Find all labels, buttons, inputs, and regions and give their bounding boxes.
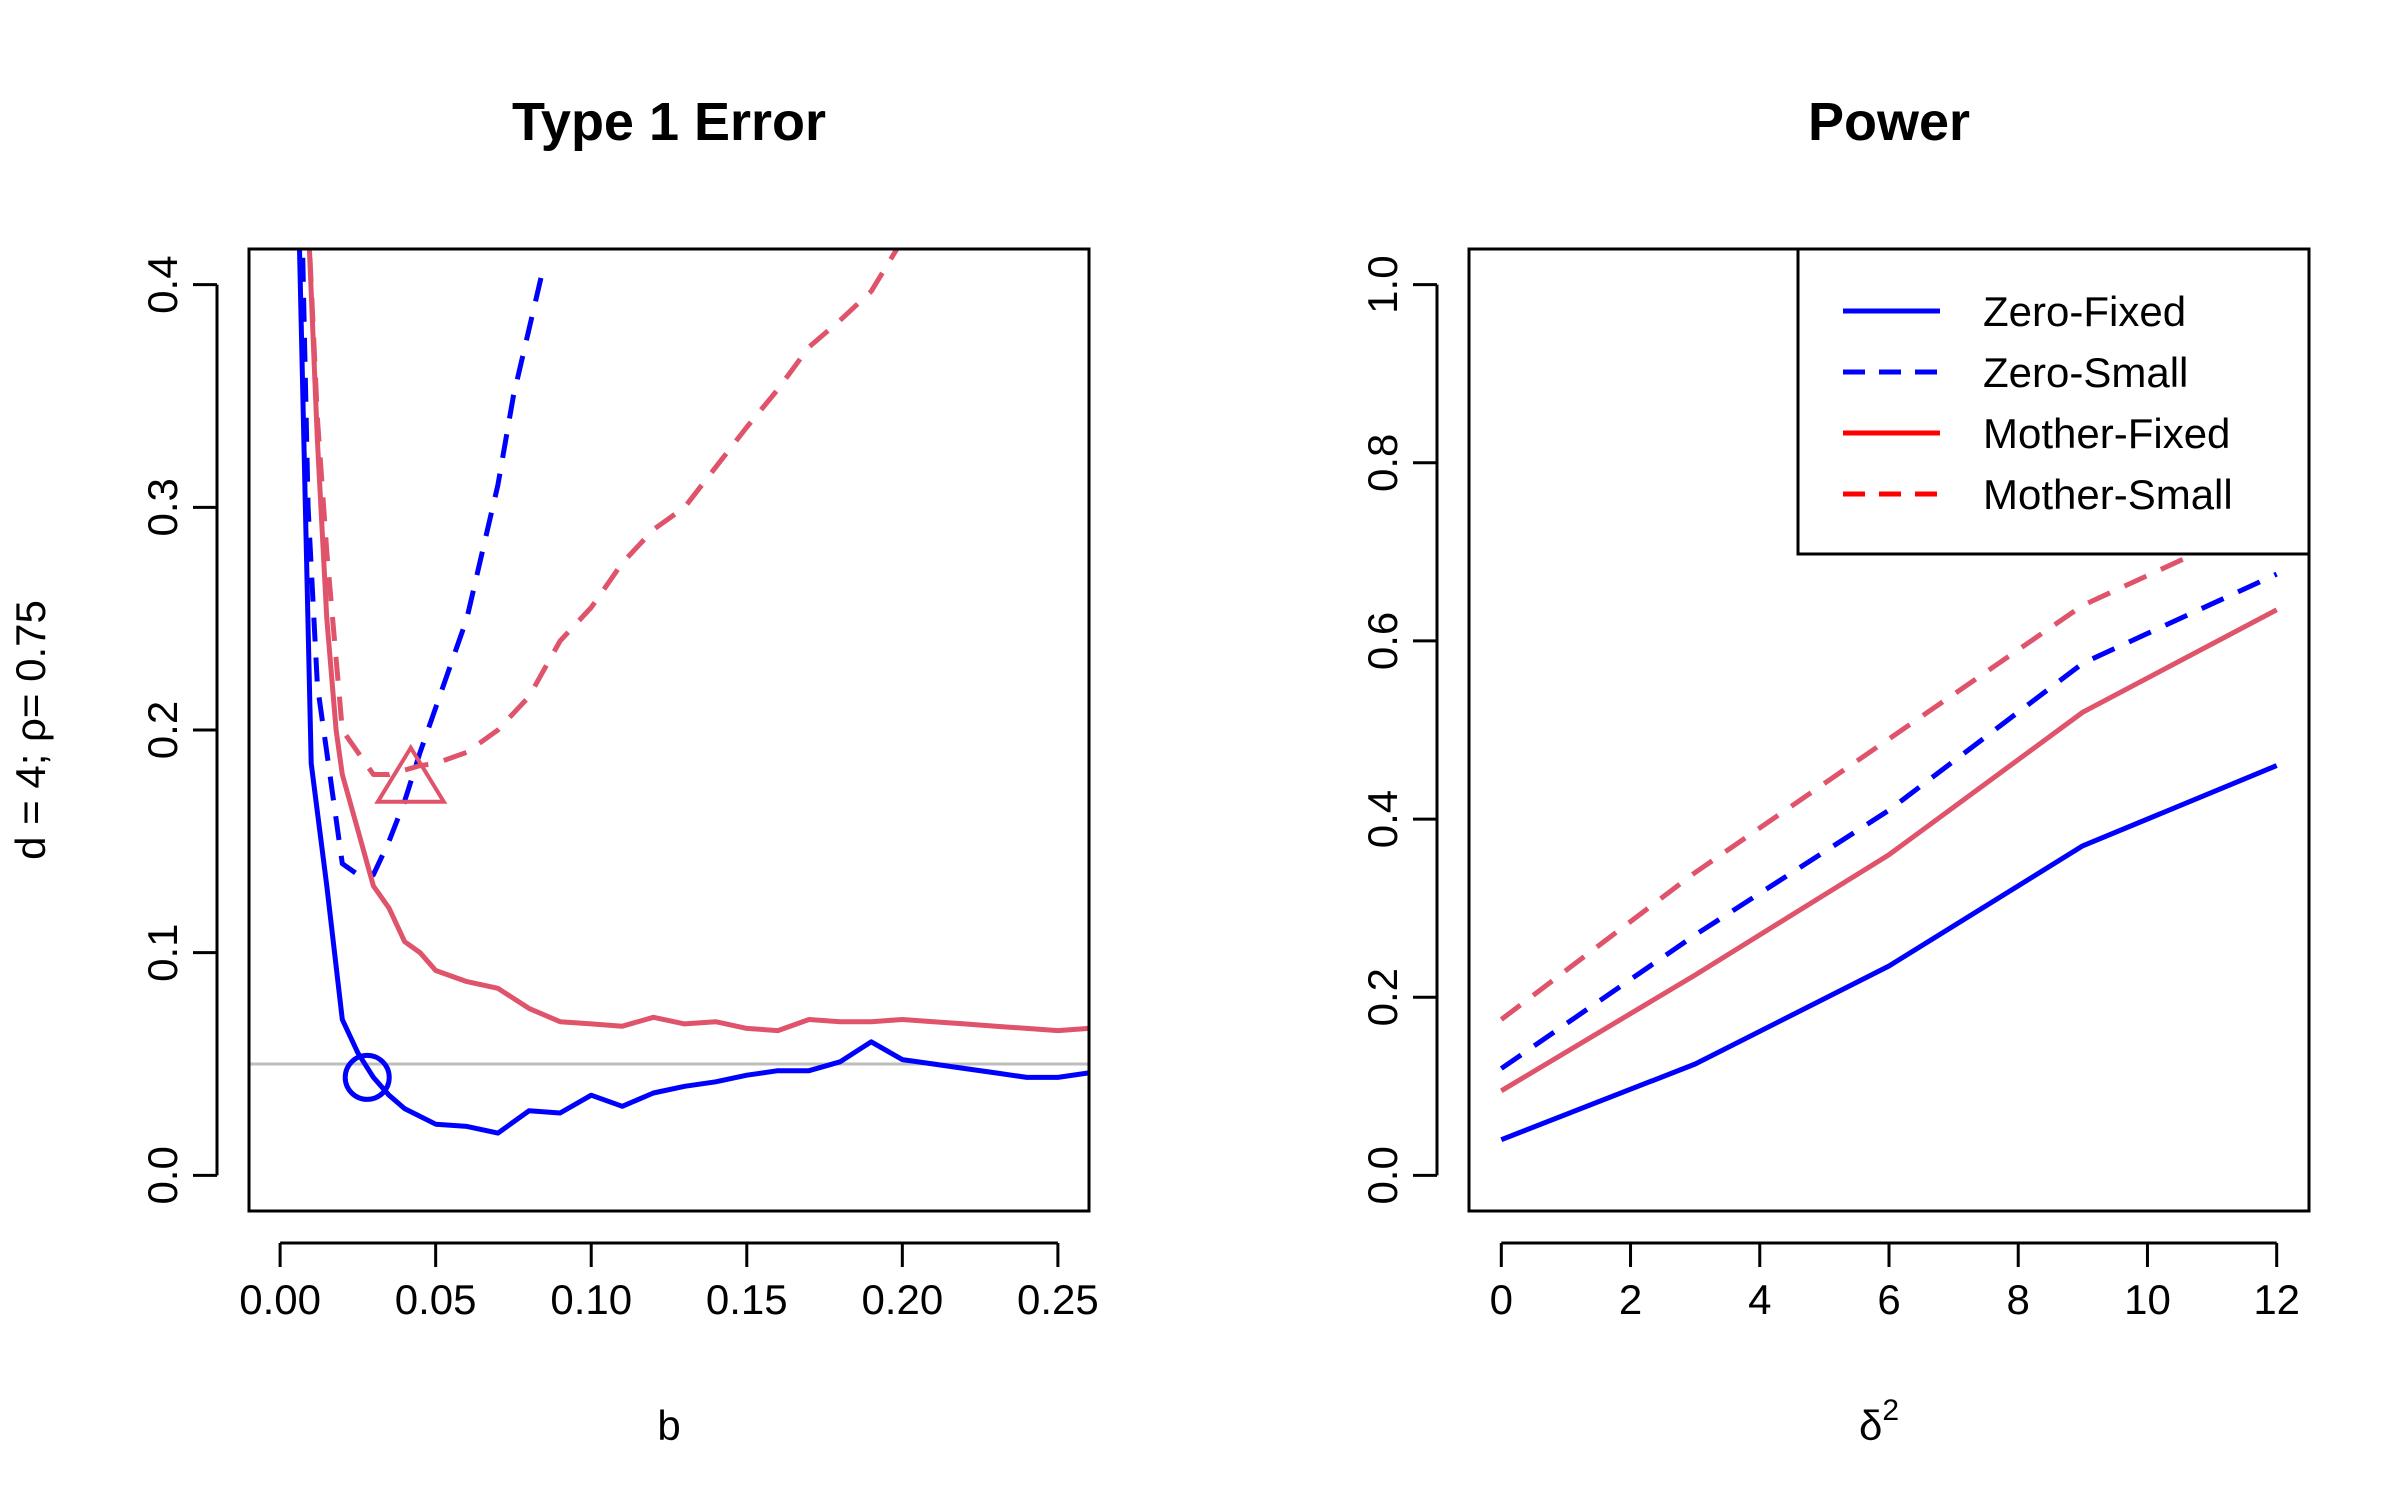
- plot-box: [1467, 247, 2311, 1213]
- x-axis-label-base: δ: [1859, 1402, 1882, 1449]
- x-axis-label-superscript: 2: [1882, 1394, 1899, 1427]
- x-tick-label: 4: [1748, 1276, 1771, 1323]
- x-tick-label: 10: [2124, 1276, 2171, 1323]
- x-tick-label: 0.05: [395, 1276, 477, 1323]
- series-line-zero-fixed: [297, 249, 1089, 1136]
- x-tick-label: 6: [1877, 1276, 1900, 1323]
- y-axis-label: d = 4; ρ= 0.75: [7, 600, 54, 860]
- series-line-mother-small: [1499, 513, 2278, 1022]
- legend-label: Mother-Fixed: [1983, 410, 2230, 457]
- chart-title: Power: [1808, 92, 1970, 152]
- y-tick-label: 0.0: [139, 1146, 186, 1204]
- legend: Zero-Fixed Zero-Small Mother-Fixed Mother-S…: [1796, 247, 2311, 556]
- x-tick-label: 2: [1619, 1276, 1642, 1323]
- type1-error-panel: Type 1 Error b d = 4; ρ= 0.75 0.00 0.05 0.…: [7, 92, 1099, 1449]
- y-tick-label: 0.4: [139, 255, 186, 313]
- y-tick-label: 0.1: [139, 923, 186, 981]
- plot-box: [247, 247, 1091, 1213]
- series-group: [297, 249, 1089, 1136]
- y-tick-label: 1.0: [1359, 255, 1406, 313]
- axis-ticks: 0 2 4 6 8 10 12 0.0 0.2 0.4 0.6 0.8 1.0: [1359, 255, 2300, 1323]
- series-line-mother-fixed: [306, 249, 1089, 1034]
- legend-entries: Zero-Fixed Zero-Small Mother-Fixed Mother-S…: [1843, 288, 2233, 518]
- legend-label: Zero-Fixed: [1983, 288, 2186, 335]
- y-tick-label: 0.2: [1359, 968, 1406, 1026]
- marker-group: [342, 743, 448, 1102]
- chart-title: Type 1 Error: [512, 92, 826, 152]
- series-group: [1499, 513, 2278, 1143]
- x-tick-label: 0.10: [550, 1276, 632, 1323]
- x-tick-label: 8: [2007, 1276, 2030, 1323]
- y-tick-label: 0.3: [139, 478, 186, 536]
- legend-label: Zero-Small: [1983, 349, 2188, 396]
- x-axis-label: b: [657, 1402, 680, 1449]
- y-tick-label: 0.0: [1359, 1146, 1406, 1204]
- x-axis-label: δ2: [1859, 1394, 1899, 1449]
- x-tick-label: 0.25: [1017, 1276, 1099, 1323]
- y-tick-label: 0.8: [1359, 434, 1406, 492]
- series-line-zero-small: [1499, 571, 2278, 1071]
- x-tick-label: 0.20: [861, 1276, 943, 1323]
- series-line-zero-small: [300, 249, 548, 878]
- optimum-circle-marker: [342, 1052, 392, 1102]
- legend-label: Mother-Small: [1983, 471, 2233, 518]
- series-line-zero-fixed: [1500, 763, 2278, 1143]
- x-tick-label: 0: [1490, 1276, 1513, 1323]
- y-tick-label: 0.2: [139, 701, 186, 759]
- optimum-triangle-marker: [374, 743, 448, 804]
- axis-ticks: 0.00 0.05 0.10 0.15 0.20 0.25 0.0 0.1 0.2 0.3 0.4: [139, 255, 1099, 1323]
- x-tick-label: 0.15: [706, 1276, 788, 1323]
- x-tick-label: 0.00: [239, 1276, 321, 1323]
- legend-box: [1796, 247, 2311, 556]
- power-panel: Power δ2 0 2 4 6 8 10 120.00.20.40.60.81.0 Zer…: [1359, 92, 2311, 1449]
- x-tick-label: 12: [2253, 1276, 2300, 1323]
- series-line-mother-small: [307, 249, 900, 777]
- y-tick-label: 0.4: [1359, 790, 1406, 848]
- y-tick-label: 0.6: [1359, 612, 1406, 670]
- series-line-mother-fixed: [1500, 607, 2278, 1093]
